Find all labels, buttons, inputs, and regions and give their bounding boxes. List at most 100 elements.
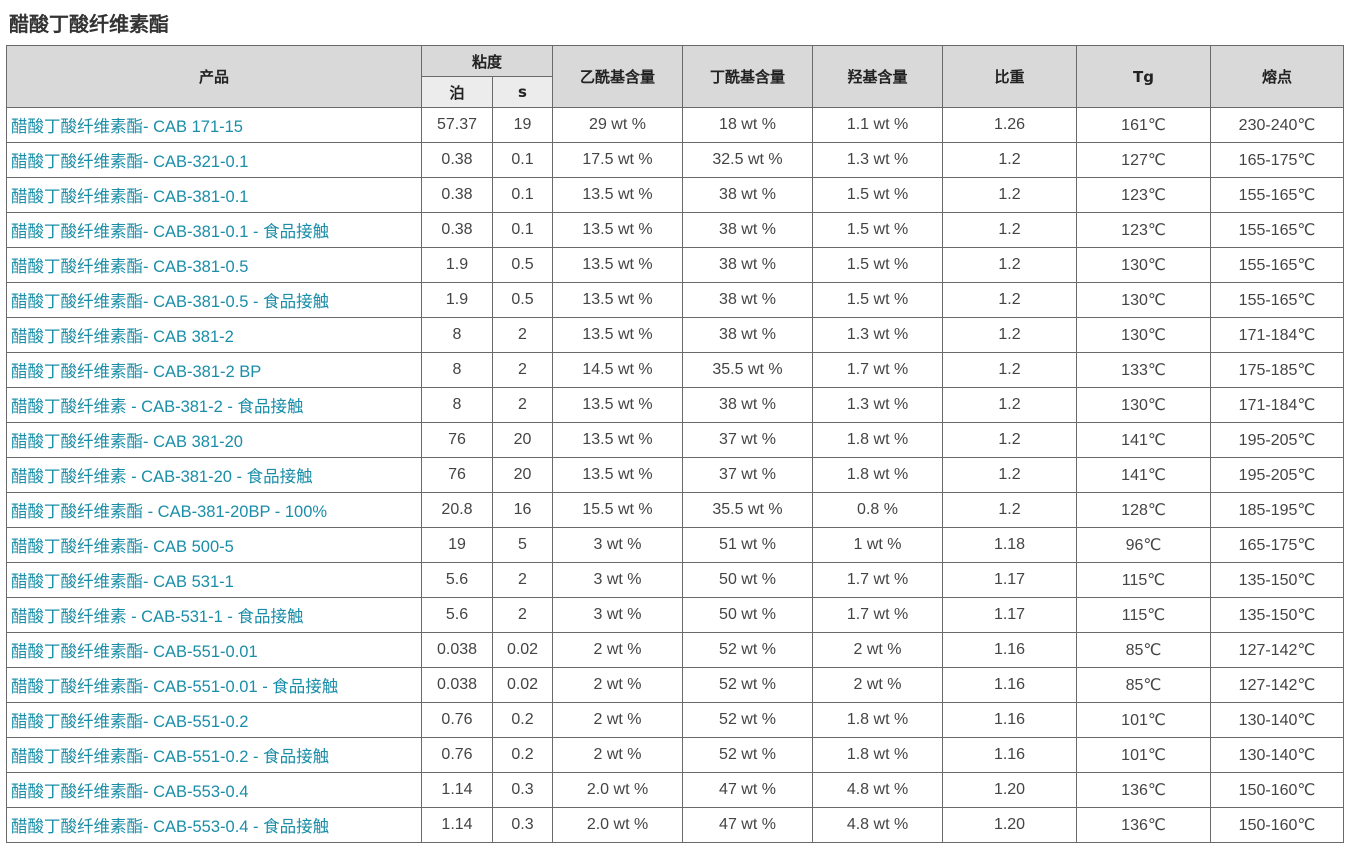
product-link[interactable]: 醋酸丁酸纤维素酯- CAB-551-0.2 xyxy=(11,713,249,731)
product-link[interactable]: 醋酸丁酸纤维素酯- CAB 381-2 xyxy=(11,328,234,346)
cell-melting-point: 175-185℃ xyxy=(1210,352,1345,388)
cell-butyryl: 52 wt % xyxy=(682,667,814,703)
product-link[interactable]: 醋酸丁酸纤维素酯- CAB-381-0.5 - 食品接触 xyxy=(11,293,330,311)
cell-hydroxyl: 1.7 wt % xyxy=(812,597,944,633)
cell-tg: 101℃ xyxy=(1076,737,1212,773)
product-link[interactable]: 醋酸丁酸纤维素 - CAB-531-1 - 食品接触 xyxy=(11,608,304,626)
cell-acetyl: 13.5 wt % xyxy=(552,317,684,353)
cell-seconds: 0.3 xyxy=(491,772,554,808)
table-row: 醋酸丁酸纤维素酯- CAB 500-5 19 5 3 wt % 51 wt % 1 wt … xyxy=(6,527,1345,563)
cell-product: 醋酸丁酸纤维素酯- CAB-553-0.4 xyxy=(6,772,422,808)
page-title: 醋酸丁酸纤维素酯 xyxy=(9,12,169,36)
cell-melting-point: 165-175℃ xyxy=(1210,142,1345,178)
cell-tg: 136℃ xyxy=(1076,772,1212,808)
cell-melting-point: 155-165℃ xyxy=(1210,247,1345,283)
cell-specific-gravity: 1.2 xyxy=(942,457,1078,493)
table-row: 醋酸丁酸纤维素酯- CAB-381-0.1 0.38 0.1 13.5 wt % 38 … xyxy=(6,177,1345,213)
cell-specific-gravity: 1.20 xyxy=(942,807,1078,843)
cell-tg: 130℃ xyxy=(1076,247,1212,283)
product-link[interactable]: 醋酸丁酸纤维素酯- CAB-553-0.4 - 食品接触 xyxy=(11,818,330,836)
product-link[interactable]: 醋酸丁酸纤维素 - CAB-381-20 - 食品接触 xyxy=(11,468,313,486)
cell-tg: 96℃ xyxy=(1076,527,1212,563)
cell-poise: 76 xyxy=(421,457,493,493)
cell-product: 醋酸丁酸纤维素酯- CAB-553-0.4 - 食品接触 xyxy=(6,807,422,843)
product-link[interactable]: 醋酸丁酸纤维素酯- CAB-381-0.5 xyxy=(11,258,249,276)
cell-product: 醋酸丁酸纤维素酯- CAB-551-0.2 - 食品接触 xyxy=(6,737,422,773)
cell-product: 醋酸丁酸纤维素酯- CAB-381-0.1 xyxy=(6,177,422,213)
cell-butyryl: 52 wt % xyxy=(682,702,814,738)
cell-specific-gravity: 1.2 xyxy=(942,387,1078,423)
cell-acetyl: 29 wt % xyxy=(552,107,684,143)
cell-specific-gravity: 1.18 xyxy=(942,527,1078,563)
product-link[interactable]: 醋酸丁酸纤维素酯- CAB 171-15 xyxy=(11,118,243,136)
cell-butyryl: 37 wt % xyxy=(682,422,814,458)
cell-tg: 133℃ xyxy=(1076,352,1212,388)
product-link[interactable]: 醋酸丁酸纤维素酯- CAB-381-0.1 - 食品接触 xyxy=(11,223,330,241)
header-viscosity: 粘度 xyxy=(420,45,554,77)
product-link[interactable]: 醋酸丁酸纤维素酯- CAB-321-0.1 xyxy=(11,153,249,171)
cell-hydroxyl: 0.8 % xyxy=(812,492,944,528)
product-link[interactable]: 醋酸丁酸纤维素酯- CAB-553-0.4 xyxy=(11,783,249,801)
product-link[interactable]: 醋酸丁酸纤维素酯- CAB-381-2 BP xyxy=(11,363,262,381)
product-link[interactable]: 醋酸丁酸纤维素 - CAB-381-2 - 食品接触 xyxy=(11,398,304,416)
cell-butyryl: 47 wt % xyxy=(682,807,814,843)
product-link[interactable]: 醋酸丁酸纤维素酯- CAB 500-5 xyxy=(11,538,234,556)
cell-hydroxyl: 1.8 wt % xyxy=(812,737,944,773)
cell-tg: 141℃ xyxy=(1076,457,1212,493)
cell-specific-gravity: 1.20 xyxy=(942,772,1078,808)
cell-product: 醋酸丁酸纤维素酯- CAB-381-0.5 xyxy=(6,247,422,283)
cell-acetyl: 2 wt % xyxy=(552,702,684,738)
cell-poise: 1.14 xyxy=(421,807,493,843)
table-row: 醋酸丁酸纤维素酯- CAB-321-0.1 0.38 0.1 17.5 wt % 32.… xyxy=(6,142,1345,178)
cell-tg: 115℃ xyxy=(1076,562,1212,598)
cell-product: 醋酸丁酸纤维素 - CAB-531-1 - 食品接触 xyxy=(6,597,422,633)
cell-butyryl: 52 wt % xyxy=(682,737,814,773)
cell-acetyl: 2.0 wt % xyxy=(552,807,684,843)
cell-product: 醋酸丁酸纤维素酯- CAB-551-0.01 - 食品接触 xyxy=(6,667,422,703)
cell-specific-gravity: 1.2 xyxy=(942,177,1078,213)
cell-seconds: 0.2 xyxy=(491,702,554,738)
cell-melting-point: 135-150℃ xyxy=(1210,597,1345,633)
cell-poise: 0.038 xyxy=(421,667,493,703)
cell-seconds: 2 xyxy=(491,562,554,598)
product-link[interactable]: 醋酸丁酸纤维素酯- CAB-381-0.1 xyxy=(11,188,249,206)
table-row: 醋酸丁酸纤维素酯- CAB 381-20 76 20 13.5 wt % 37 wt %… xyxy=(6,422,1345,458)
cell-acetyl: 13.5 wt % xyxy=(552,422,684,458)
cell-butyryl: 50 wt % xyxy=(682,597,814,633)
cell-product: 醋酸丁酸纤维素酯- CAB-381-2 BP xyxy=(6,352,422,388)
header-product: 产品 xyxy=(6,45,422,108)
table-row: 醋酸丁酸纤维素酯- CAB-551-0.2 0.76 0.2 2 wt % 52 wt … xyxy=(6,702,1345,738)
table-row: 醋酸丁酸纤维素酯- CAB-551-0.01 - 食品接触 0.038 0.02 2 … xyxy=(6,667,1345,703)
product-link[interactable]: 醋酸丁酸纤维素酯 - CAB-381-20BP - 100% xyxy=(11,503,328,521)
product-link[interactable]: 醋酸丁酸纤维素酯- CAB 531-1 xyxy=(11,573,234,591)
cell-hydroxyl: 1.8 wt % xyxy=(812,702,944,738)
table-row: 醋酸丁酸纤维素酯- CAB-381-0.5 1.9 0.5 13.5 wt % 38 w… xyxy=(6,247,1345,283)
cell-butyryl: 32.5 wt % xyxy=(682,142,814,178)
cell-poise: 1.9 xyxy=(421,282,493,318)
cell-melting-point: 171-184℃ xyxy=(1210,317,1345,353)
cell-melting-point: 171-184℃ xyxy=(1210,387,1345,423)
cell-melting-point: 130-140℃ xyxy=(1210,702,1345,738)
product-link[interactable]: 醋酸丁酸纤维素酯- CAB 381-20 xyxy=(11,433,243,451)
cell-acetyl: 13.5 wt % xyxy=(552,247,684,283)
cell-poise: 0.76 xyxy=(421,737,493,773)
cell-tg: 101℃ xyxy=(1076,702,1212,738)
cell-seconds: 2 xyxy=(491,352,554,388)
cell-poise: 1.9 xyxy=(421,247,493,283)
cell-melting-point: 230-240℃ xyxy=(1210,107,1345,143)
cell-acetyl: 2 wt % xyxy=(552,667,684,703)
cell-product: 醋酸丁酸纤维素酯- CAB 381-2 xyxy=(6,317,422,353)
cell-melting-point: 185-195℃ xyxy=(1210,492,1345,528)
cell-hydroxyl: 1.3 wt % xyxy=(812,317,944,353)
product-link[interactable]: 醋酸丁酸纤维素酯- CAB-551-0.01 xyxy=(11,643,258,661)
cell-butyryl: 52 wt % xyxy=(682,632,814,668)
cell-tg: 130℃ xyxy=(1076,387,1212,423)
cell-seconds: 0.3 xyxy=(491,807,554,843)
product-link[interactable]: 醋酸丁酸纤维素酯- CAB-551-0.01 - 食品接触 xyxy=(11,678,339,696)
cell-poise: 1.14 xyxy=(421,772,493,808)
cell-melting-point: 155-165℃ xyxy=(1210,282,1345,318)
cell-hydroxyl: 1.8 wt % xyxy=(812,422,944,458)
cell-tg: 85℃ xyxy=(1076,632,1212,668)
cell-butyryl: 35.5 wt % xyxy=(682,492,814,528)
product-link[interactable]: 醋酸丁酸纤维素酯- CAB-551-0.2 - 食品接触 xyxy=(11,748,330,766)
